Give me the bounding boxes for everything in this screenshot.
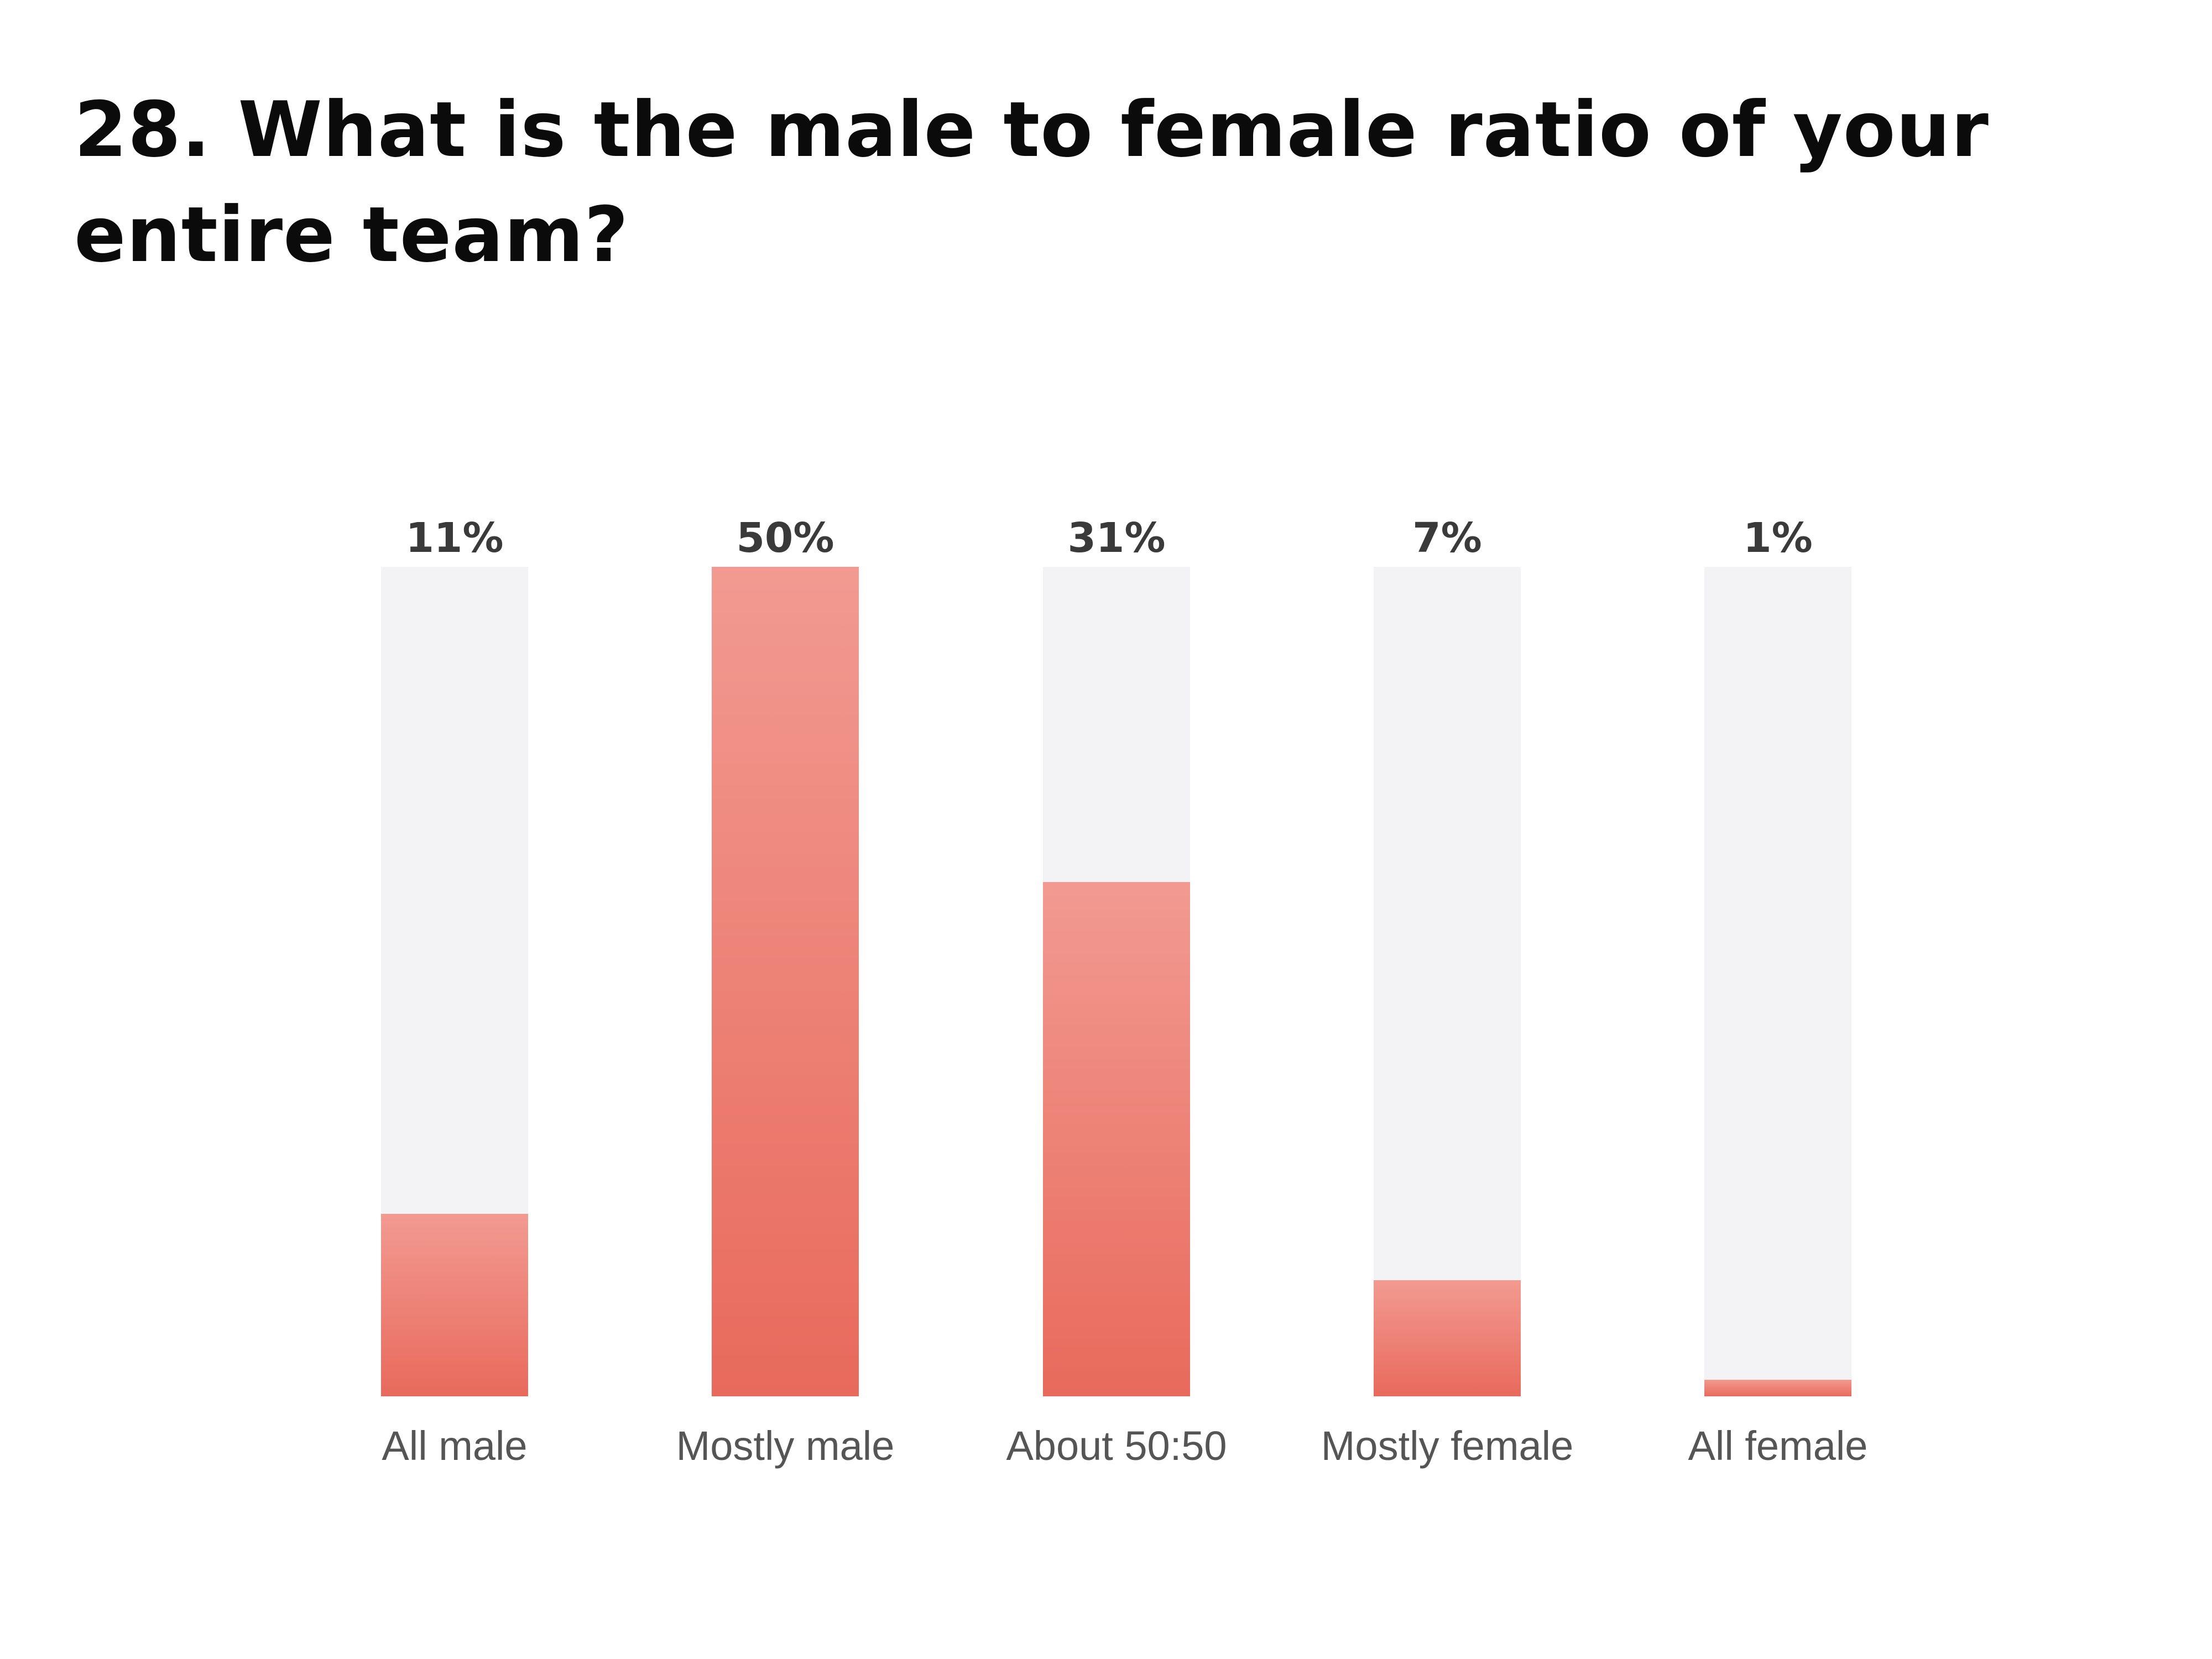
bars-group: 11% All male 50% Mostly male 31% About 50:50 7… (381, 514, 1867, 1469)
value-label: 7% (1412, 514, 1482, 562)
category-label: About 50:50 (1006, 1423, 1227, 1469)
bar-mostly-female (1374, 1280, 1521, 1396)
bar-track (1374, 567, 1521, 1396)
bar-all-male (381, 1214, 528, 1396)
category-label: All female (1688, 1423, 1868, 1469)
category-label: All male (382, 1423, 527, 1469)
value-label: 31% (1067, 514, 1165, 562)
chart-title: 28. What is the male to female ratio of … (74, 85, 1989, 279)
value-label: 50% (736, 514, 834, 562)
value-label: 11% (405, 514, 503, 562)
bar-about-50-50 (1043, 882, 1190, 1396)
category-label: Mostly female (1321, 1423, 1573, 1469)
bar-all-female (1704, 1380, 1851, 1396)
bar-mostly-male (712, 567, 859, 1396)
value-label: 1% (1743, 514, 1813, 562)
bar-track (1704, 567, 1851, 1396)
category-label: Mostly male (676, 1423, 895, 1469)
